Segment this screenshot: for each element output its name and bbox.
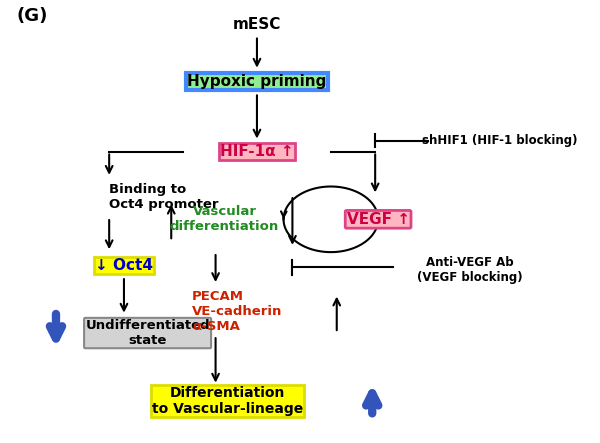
Text: Anti-VEGF Ab
(VEGF blocking): Anti-VEGF Ab (VEGF blocking) — [417, 256, 523, 284]
Text: PECAM
VE-cadherin
α-SMA: PECAM VE-cadherin α-SMA — [192, 290, 283, 333]
Text: Vascular
differentiation: Vascular differentiation — [170, 205, 279, 233]
Text: mESC: mESC — [233, 17, 281, 32]
Text: Differentiation
to Vascular-lineage: Differentiation to Vascular-lineage — [152, 386, 303, 416]
Text: Binding to
Oct4 promoter: Binding to Oct4 promoter — [109, 183, 218, 211]
Text: HIF-1α ↑: HIF-1α ↑ — [220, 144, 294, 159]
Text: VEGF ↑: VEGF ↑ — [347, 212, 410, 227]
Text: shHIF1 (HIF-1 blocking): shHIF1 (HIF-1 blocking) — [422, 134, 577, 147]
Text: Hypoxic priming: Hypoxic priming — [187, 74, 326, 89]
Text: Undifferentiated
state: Undifferentiated state — [85, 319, 210, 347]
Text: ↓ Oct4: ↓ Oct4 — [95, 258, 153, 273]
Text: (G): (G) — [17, 7, 48, 25]
